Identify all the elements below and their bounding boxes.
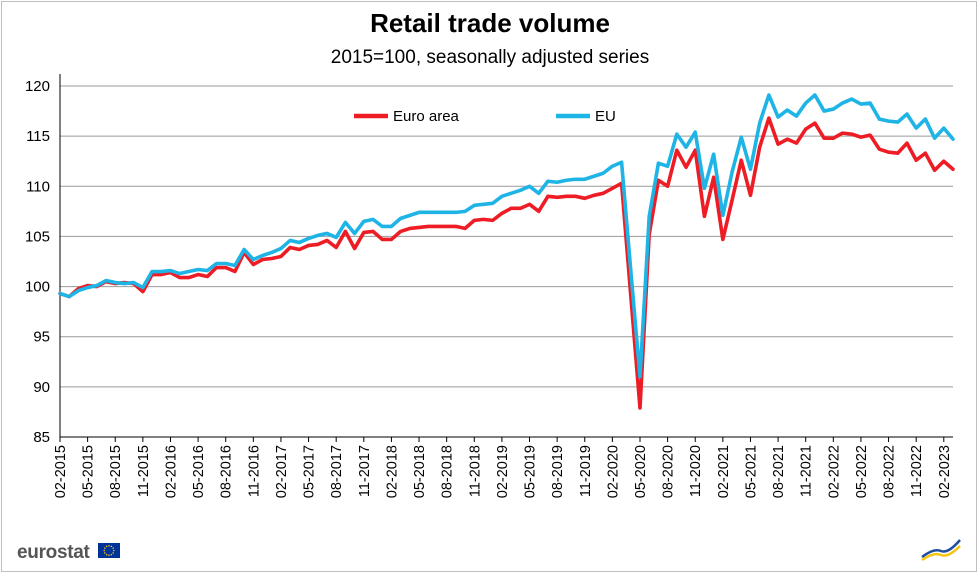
eurostat-logo: eurostat	[17, 542, 120, 563]
y-tick-label: 90	[33, 379, 50, 396]
eu-flag-star	[113, 549, 115, 552]
eu-flag-icon	[98, 543, 120, 558]
series-line-eu	[58, 93, 955, 379]
corner-mark-blue-stroke	[921, 539, 961, 559]
eu-flag-star	[105, 545, 108, 548]
x-tick-label: 08-2022	[882, 445, 898, 498]
corner-mark-icon	[921, 539, 961, 562]
x-axis-tick-labels: 02-2015 05-2015 08-2015 11-2015 02-2016 05-20…	[53, 437, 953, 498]
x-tick-label: 05-2021	[743, 445, 759, 498]
x-tick-label: 11-2017	[357, 445, 373, 497]
series-lines	[58, 93, 955, 410]
x-tick-label: 11-2020	[688, 445, 704, 497]
y-tick-label: 100	[25, 279, 50, 296]
x-tick-label: 05-2018	[412, 445, 428, 498]
x-tick-label: 02-2020	[605, 445, 621, 498]
x-tick-label: 11-2018	[467, 445, 483, 497]
x-tick-label: 05-2019	[523, 445, 539, 498]
x-tick-label: 05-2020	[633, 445, 649, 498]
x-tick-label: 11-2022	[909, 445, 925, 497]
y-axis-tick-labels: 85 90 95 100 105 110 115 120	[25, 78, 50, 446]
x-tick-label: 08-2021	[771, 445, 787, 498]
y-tick-label: 95	[33, 329, 50, 346]
x-tick-label: 02-2017	[274, 445, 290, 498]
eu-flag-star	[105, 553, 108, 556]
chart-title: Retail trade volume	[370, 8, 610, 38]
eu-flag-star	[104, 552, 106, 554]
chart-subtitle: 2015=100, seasonally adjusted series	[331, 47, 649, 68]
y-tick-label: 85	[33, 429, 50, 446]
x-tick-label: 11-2019	[578, 445, 594, 497]
gridlines	[60, 85, 953, 388]
eu-flag-star	[110, 553, 113, 556]
x-tick-label: 02-2019	[495, 445, 511, 498]
x-tick-label: 08-2020	[661, 445, 677, 498]
legend: Euro area EU	[354, 108, 616, 125]
x-tick-label: 08-2016	[219, 445, 235, 498]
eu-flag-star	[112, 547, 114, 549]
y-tick-label: 110	[26, 178, 50, 195]
series-line-euro-area	[58, 116, 955, 410]
eu-flag-star	[108, 554, 110, 557]
x-tick-label: 02-2015	[53, 445, 69, 498]
legend-label-euro-area: Euro area	[393, 108, 460, 125]
x-tick-label: 08-2017	[329, 445, 345, 498]
eu-flag-star	[110, 545, 113, 548]
y-tick-label: 120	[25, 78, 50, 95]
eu-flag-stars	[103, 544, 115, 557]
eu-flag-star	[103, 549, 105, 552]
x-tick-label: 08-2018	[440, 445, 456, 498]
x-tick-label: 11-2021	[799, 445, 815, 497]
x-tick-label: 02-2023	[937, 445, 953, 498]
eu-flag-star	[108, 544, 110, 547]
x-tick-label: 05-2016	[191, 445, 207, 498]
legend-label-eu: EU	[595, 108, 616, 125]
x-tick-label: 02-2016	[163, 445, 179, 498]
x-tick-label: 08-2019	[550, 445, 566, 498]
y-tick-label: 115	[26, 128, 50, 145]
x-tick-label: 05-2022	[854, 445, 870, 498]
x-tick-label: 11-2016	[246, 445, 262, 497]
y-tick-label: 105	[25, 228, 50, 245]
x-tick-label: 05-2017	[302, 445, 318, 498]
x-tick-label: 02-2018	[384, 445, 400, 498]
x-tick-label: 02-2021	[716, 445, 732, 498]
x-tick-label: 05-2015	[81, 445, 97, 498]
x-tick-label: 08-2015	[108, 445, 124, 498]
x-tick-label: 11-2015	[136, 445, 152, 497]
x-tick-label: 02-2022	[826, 445, 842, 498]
eu-flag-star	[112, 552, 114, 554]
eu-flag-star	[104, 547, 106, 549]
corner-mark-yellow-stroke	[921, 545, 961, 562]
eurostat-logo-text: eurostat	[17, 542, 91, 563]
